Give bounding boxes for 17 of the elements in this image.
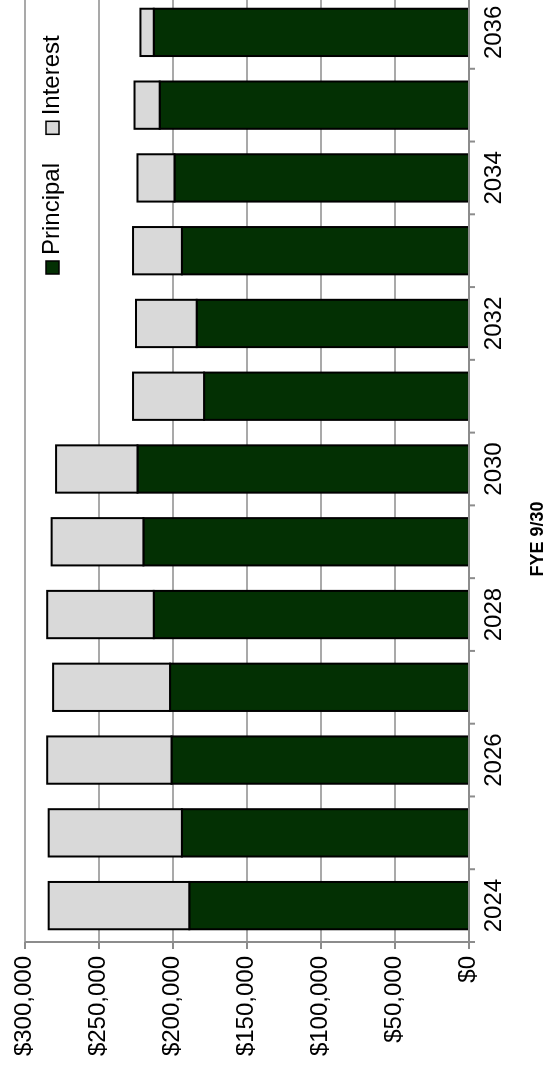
y-tick-label: 2030 — [479, 442, 507, 496]
y-tick-label: 2034 — [479, 151, 507, 205]
x-tick-label: $250,000 — [83, 956, 111, 1057]
x-tick-label: $0 — [453, 956, 481, 983]
x-tick-label: $150,000 — [231, 956, 259, 1057]
legend-label: Principal — [37, 162, 65, 255]
x-tick-label: $50,000 — [379, 956, 407, 1043]
x-tick-label: $300,000 — [9, 956, 37, 1057]
y-tick-label: 2036 — [479, 5, 507, 60]
text: Interest — [37, 34, 65, 116]
y-tick-label: 2028 — [479, 587, 507, 642]
y-tick-label: 2024 — [479, 878, 507, 933]
y-tick-label: 2026 — [479, 733, 507, 787]
x-tick-label: $200,000 — [157, 956, 185, 1057]
y-tick-label: 2032 — [479, 296, 507, 351]
x-tick-label: $100,000 — [305, 956, 333, 1057]
y-axis-title: FYE 9/30 — [526, 501, 547, 577]
